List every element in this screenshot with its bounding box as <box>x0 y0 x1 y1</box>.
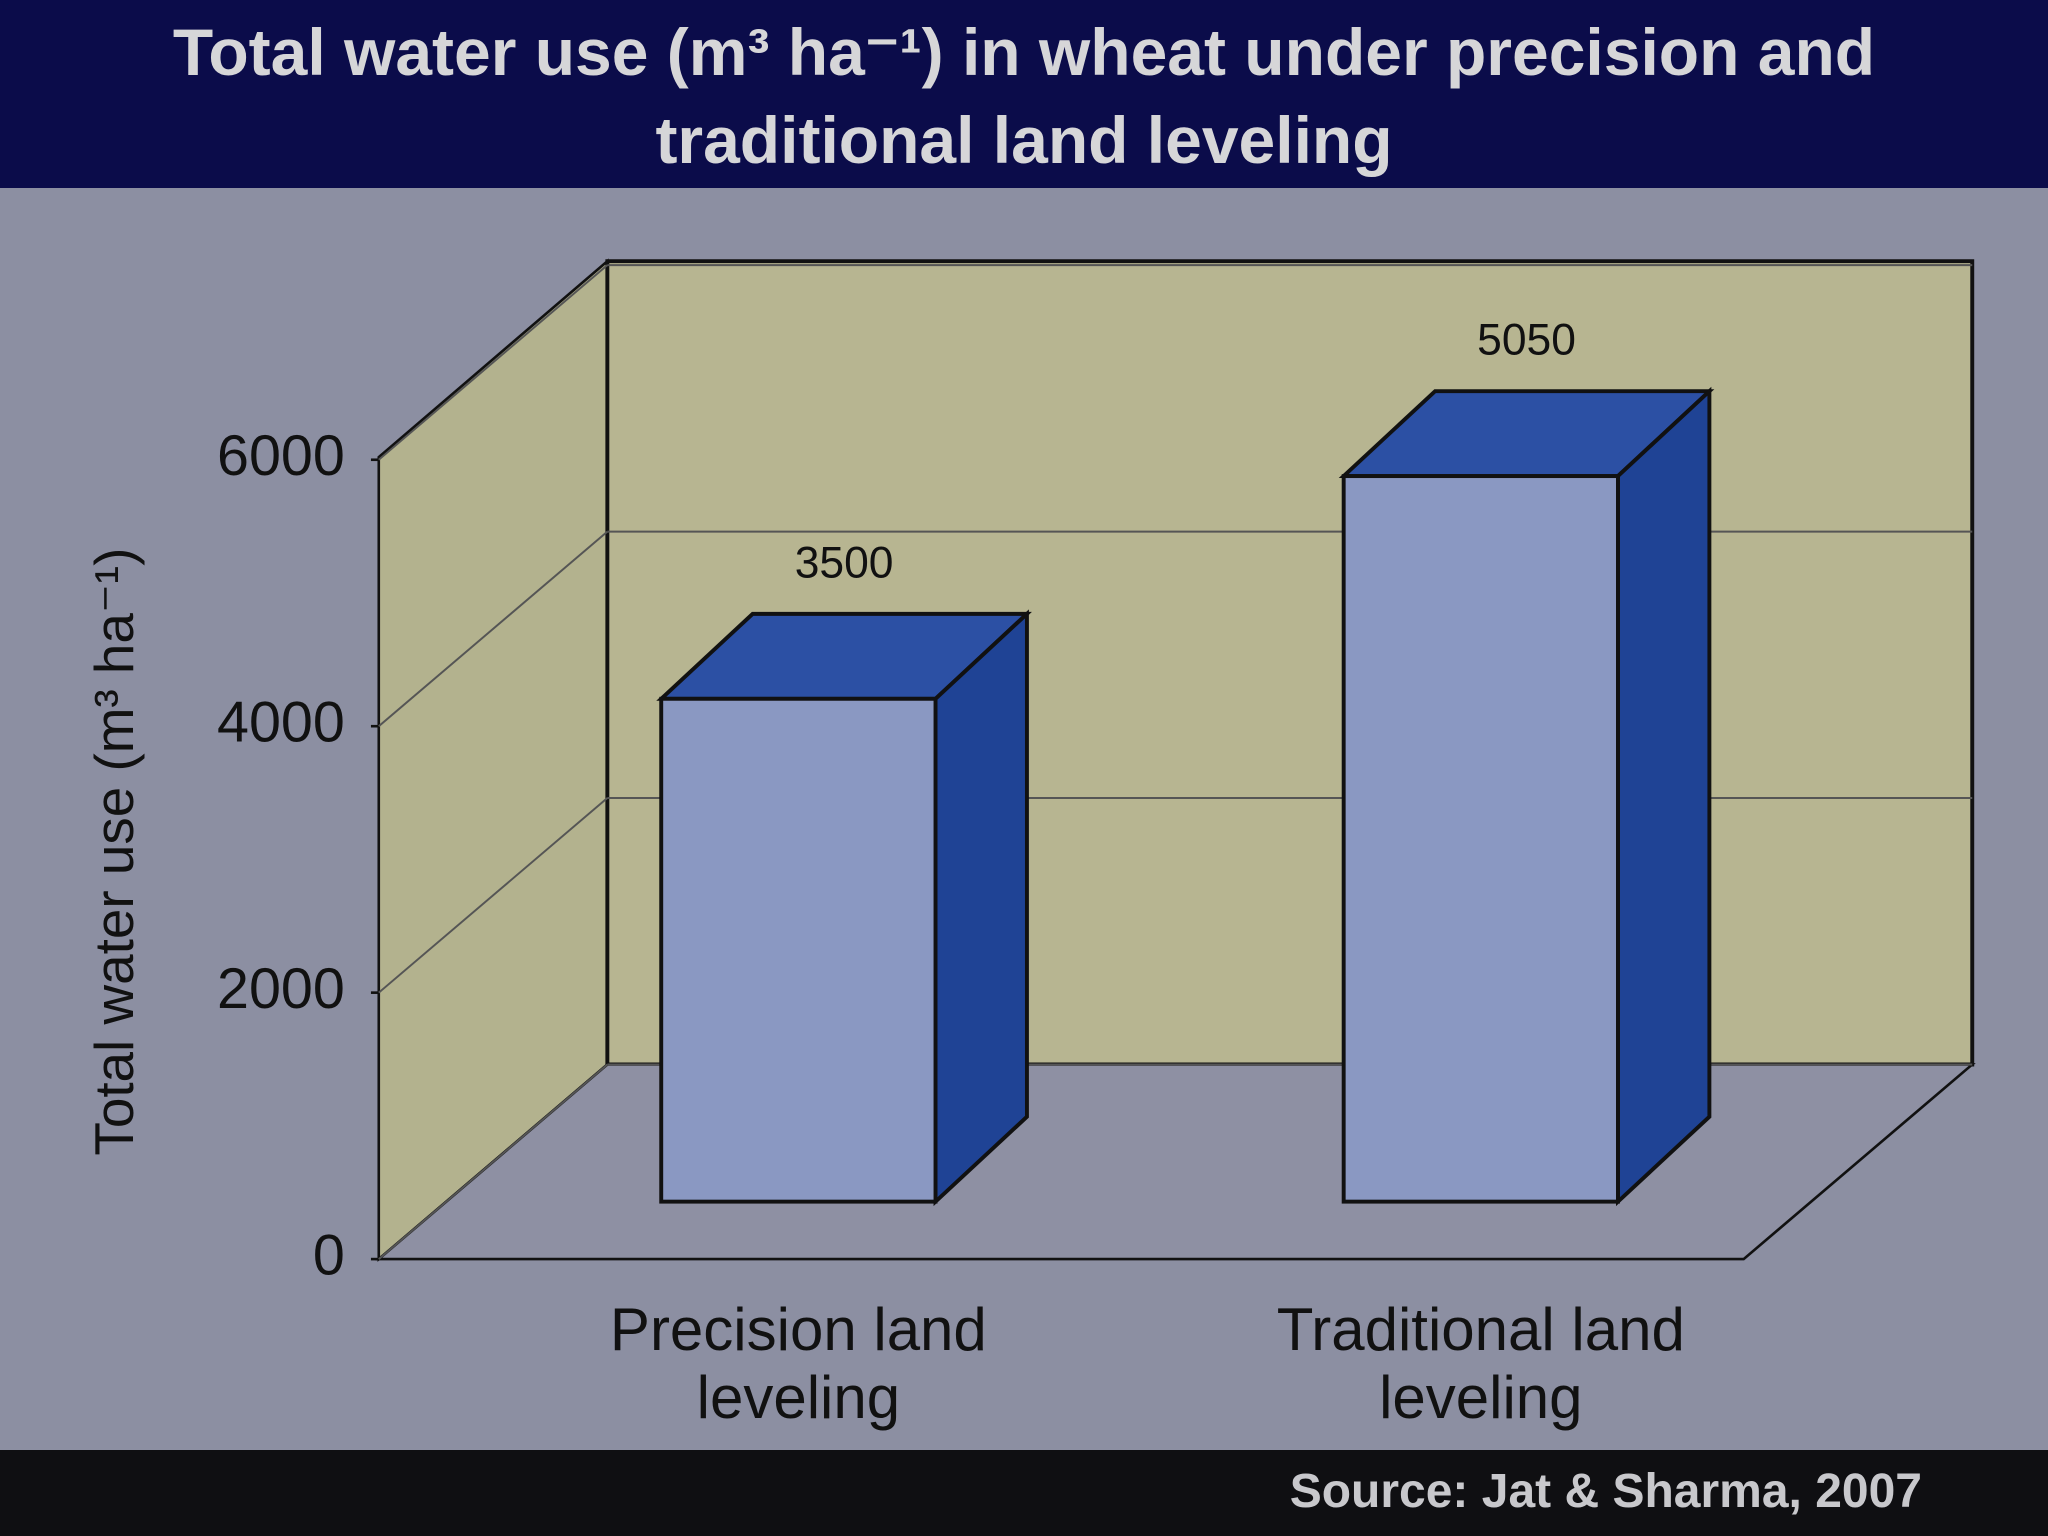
bar-side <box>1615 386 1712 1207</box>
y-tick-label: 0 <box>313 1223 345 1287</box>
x-tick-label: Precision land leveling <box>609 1296 987 1431</box>
grid-line <box>378 1063 608 1260</box>
floor <box>375 1063 1976 1261</box>
y-tick-label: 2000 <box>217 957 345 1021</box>
value-label: 3500 <box>795 538 894 587</box>
y-tick-label: 4000 <box>217 690 345 754</box>
x-tick-label: Traditional land leveling <box>1276 1296 1685 1431</box>
bar-side <box>933 609 1029 1207</box>
title: Total water use (m³ ha⁻¹) in wheat under… <box>0 0 2048 188</box>
source: Source: Jat & Sharma, 2007 <box>1289 1465 1922 1518</box>
value-label: 5050 <box>1477 316 1576 365</box>
grid-line <box>378 530 608 727</box>
grid-line <box>378 264 608 461</box>
footer: Source: Jat & Sharma, 2007 <box>0 1450 2048 1536</box>
y-tick-label: 6000 <box>217 424 345 488</box>
bar <box>659 696 938 1204</box>
grid-line <box>378 797 608 994</box>
bar <box>1341 474 1620 1204</box>
y-axis-label: Total water use (m³ ha⁻¹) <box>83 548 145 1156</box>
